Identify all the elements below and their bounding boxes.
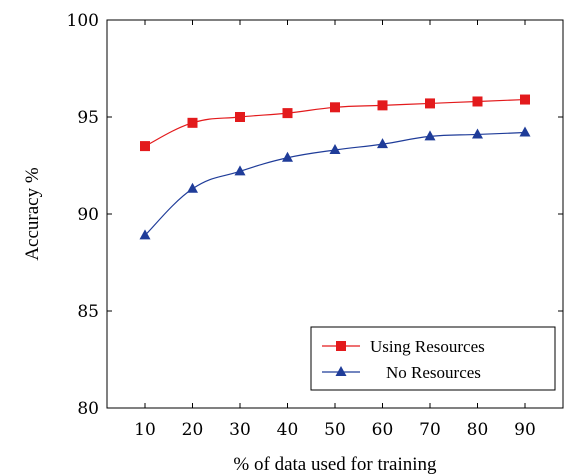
data-point-using-resources [425, 98, 435, 109]
y-tick-label: 85 [77, 302, 99, 322]
x-tick-label: 20 [182, 420, 204, 440]
data-point-no-resources [282, 151, 293, 162]
data-point-using-resources [140, 141, 150, 152]
x-tick-label: 10 [134, 420, 156, 440]
data-point-no-resources [139, 229, 151, 240]
legend-label-using-resources: Using Resources [370, 337, 485, 356]
y-tick-label: 95 [77, 108, 99, 128]
data-point-no-resources [234, 165, 246, 176]
data-point-using-resources [187, 117, 198, 128]
data-point-no-resources [424, 130, 436, 141]
data-point-using-resources [282, 108, 293, 119]
y-tick-label: 80 [77, 399, 99, 419]
y-axis: 80 85 90 95 100 [67, 11, 563, 419]
data-point-using-resources [377, 100, 388, 111]
x-tick-label: 30 [229, 420, 251, 440]
data-point-using-resources [472, 96, 483, 107]
data-point-no-resources [519, 126, 531, 137]
x-tick-label: 80 [467, 420, 489, 440]
data-point-using-resources [520, 94, 530, 105]
legend-marker-no-resources [335, 366, 347, 376]
data-point-using-resources [235, 112, 245, 122]
legend-marker-using-resources [336, 341, 346, 351]
x-axis-title: % of data used for training [233, 454, 437, 475]
x-tick-label: 60 [372, 420, 394, 440]
y-tick-label: 90 [77, 205, 99, 225]
data-point-no-resources [377, 138, 388, 149]
data-point-no-resources [187, 182, 198, 193]
y-axis-title: Accuracy % [22, 167, 43, 261]
x-tick-label: 40 [277, 420, 299, 440]
legend: Using Resources No Resources [310, 326, 556, 391]
data-point-no-resources [329, 143, 341, 154]
data-point-using-resources [330, 102, 340, 113]
legend-box [310, 326, 556, 391]
legend-label-no-resources: No Resources [386, 363, 481, 382]
series-group [139, 94, 531, 240]
x-tick-label: 90 [514, 420, 536, 440]
x-axis: 10 20 30 40 50 60 70 80 90 [134, 20, 536, 440]
y-tick-label: 100 [67, 11, 99, 31]
x-tick-label: 70 [419, 420, 441, 440]
data-point-no-resources [472, 128, 483, 139]
x-tick-label: 50 [324, 420, 346, 440]
